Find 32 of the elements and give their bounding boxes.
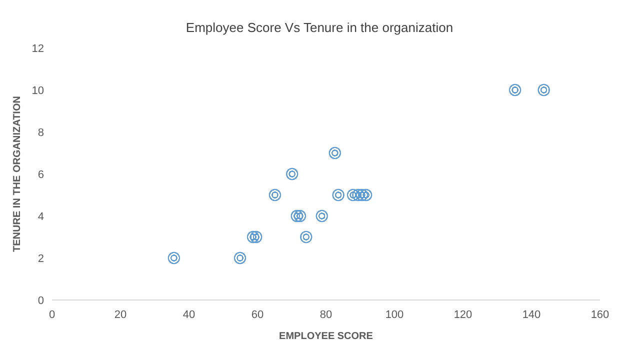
point (538, 84, 550, 96)
point (286, 168, 298, 180)
y-tick-label: 8 (38, 127, 44, 139)
x-tick-label: 20 (114, 309, 127, 321)
x-tick-label: 160 (590, 309, 610, 321)
y-tick-label: 10 (32, 85, 44, 97)
point (268, 188, 282, 202)
y-tick-label: 4 (38, 211, 44, 223)
x-tick-label: 60 (251, 309, 264, 321)
x-tick-label: 40 (182, 309, 196, 321)
x-tick-label: 140 (522, 309, 541, 321)
x-tick-label: 0 (48, 309, 56, 321)
point (508, 84, 522, 96)
x-tick-label: 120 (454, 309, 472, 321)
y-tick-label: 6 (38, 169, 44, 181)
x-tick-label: 100 (385, 309, 404, 321)
point (332, 188, 344, 202)
point (300, 230, 312, 244)
y-tick-label: 0 (38, 295, 44, 307)
chart-title: Employee Score Vs Tenure in the organization (186, 20, 454, 35)
y-tick-label: 12 (32, 43, 44, 55)
y-tick-label: 2 (38, 253, 44, 265)
x-axis-title: EMPLOYEE SCORE (279, 331, 374, 342)
point (234, 252, 246, 264)
point (168, 252, 180, 264)
point (360, 188, 372, 202)
point (294, 210, 306, 222)
point (328, 146, 342, 160)
point (250, 230, 262, 244)
point (316, 210, 328, 222)
y-axis-title: TENURE IN THE ORGANIZATION (12, 96, 23, 252)
x-tick-label: 80 (320, 309, 332, 321)
